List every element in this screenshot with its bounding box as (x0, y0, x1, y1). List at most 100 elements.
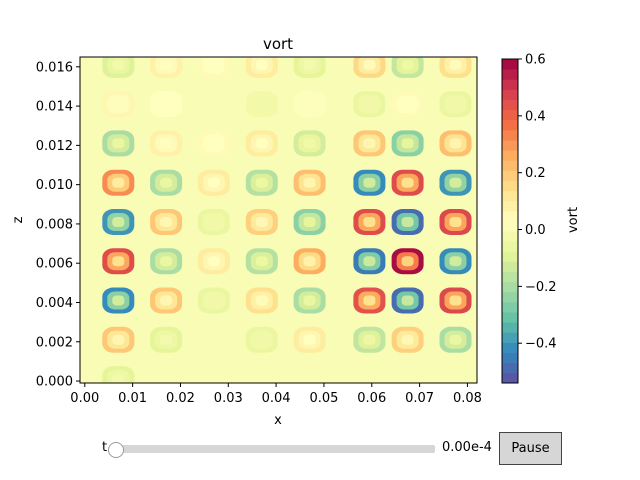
heatmap-cell (207, 177, 220, 188)
heatmap-cell (202, 57, 225, 74)
heatmap-cell (303, 59, 316, 70)
colorbar-segment (502, 281, 518, 293)
heatmap-cell (449, 217, 462, 227)
heatmap-cell (160, 59, 173, 70)
x-tick-label: 0.08 (453, 391, 482, 406)
heatmap-cell (245, 91, 278, 118)
y-tick-label: 0.006 (36, 257, 73, 272)
x-axis: 0.00 0.01 0.02 0.03 0.04 0.05 0.06 0.07 0.08 (70, 383, 482, 406)
heatmap-cell (449, 334, 462, 345)
pause-button[interactable]: Pause (499, 432, 562, 465)
x-tick-label: 0.07 (405, 391, 434, 406)
y-tick-label: 0.004 (36, 296, 73, 311)
colorbar-segment (502, 129, 518, 141)
colorbar-segment (502, 109, 518, 121)
heatmap-cell (363, 59, 376, 70)
heatmap-cell (160, 217, 173, 227)
heatmap-cell (112, 177, 125, 188)
colorbar-segment (502, 362, 518, 374)
heatmap-cell (207, 256, 220, 267)
colorbar-segment (502, 261, 518, 273)
heatmap-cell (401, 256, 414, 267)
heatmap-cell (112, 217, 125, 227)
heatmap-cells (102, 57, 472, 383)
x-tick-label: 0.03 (214, 391, 243, 406)
x-tick-label: 0.02 (166, 391, 195, 406)
colorbar-segment (502, 372, 518, 384)
colorbar-segment (502, 210, 518, 222)
heatmap-cell (363, 177, 376, 188)
heatmap-cell (202, 213, 225, 231)
heatmap-cell (449, 256, 462, 267)
time-slider-track[interactable] (115, 445, 435, 453)
x-axis-label: x (274, 413, 282, 428)
heatmap-cell (363, 256, 376, 267)
heatmap-cell (449, 59, 462, 70)
y-tick-label: 0.014 (36, 100, 73, 115)
heatmap-cell (250, 330, 273, 349)
time-slider-handle[interactable] (108, 442, 124, 458)
time-slider-value: 0.00e-4 (442, 440, 492, 455)
x-tick-label: 0.06 (357, 391, 386, 406)
heatmap-cell (363, 138, 376, 149)
heatmap-cell (401, 217, 414, 227)
heatmap-cell (293, 91, 326, 118)
heatmap-cell (401, 177, 414, 188)
heatmap-cell (107, 95, 130, 114)
x-tick-label: 0.00 (70, 391, 99, 406)
colorbar-segment (502, 79, 518, 90)
colorbar-tick-label: 0.4 (525, 109, 546, 124)
colorbar-segment (502, 221, 518, 232)
chart-title: vort (263, 35, 293, 53)
colorbar-segment (502, 140, 518, 151)
heatmap-cell (303, 217, 316, 227)
heatmap-cell (202, 291, 225, 310)
y-axis: 0.000 0.002 0.004 0.006 0.008 0.010 0.012 0.014… (36, 60, 80, 390)
heatmap-cell (303, 334, 316, 345)
x-tick-label: 0.04 (262, 391, 291, 406)
time-slider-label: t (102, 440, 108, 455)
colorbar-segment (502, 190, 518, 202)
heatmap-cell (401, 138, 414, 149)
heatmap-cell (401, 334, 414, 345)
colorbar-segment (502, 271, 518, 283)
heatmap-cell (401, 59, 414, 70)
colorbar-segment (502, 99, 518, 111)
heatmap-cell (255, 295, 268, 306)
colorbar-segment (502, 291, 518, 303)
heatmap-cell (160, 334, 173, 345)
colorbar-segment (502, 352, 518, 364)
colorbar-segment (502, 332, 518, 343)
y-tick-label: 0.000 (36, 375, 73, 390)
colorbar-segment (502, 69, 518, 80)
colorbar-segment (502, 150, 518, 161)
colorbar-segment (502, 89, 518, 100)
heatmap-cell (112, 59, 125, 70)
heatmap-cell (160, 256, 173, 267)
y-axis-label: z (11, 216, 26, 223)
heatmap-cell (358, 95, 381, 114)
heatmap-cell (255, 59, 268, 70)
heatmap-cell (449, 177, 462, 188)
colorbar-segment (502, 170, 518, 181)
heatmap-cell (396, 95, 419, 114)
colorbar-tick-label: 0.6 (525, 53, 546, 68)
heatmap-cell (363, 334, 376, 345)
colorbar-segment (502, 119, 518, 131)
heatmap-cell (255, 177, 268, 188)
heatmap-cell (255, 256, 268, 267)
x-tick-label: 0.05 (309, 391, 338, 406)
colorbar-segment (502, 231, 518, 242)
heatmap-cell (303, 256, 316, 267)
heatmap-cell (363, 295, 376, 306)
y-tick-label: 0.002 (36, 335, 73, 350)
colorbar: 0.6 0.4 0.2 0.0 −0.2 −0.4 (501, 53, 557, 384)
heatmap-cell (449, 138, 462, 149)
y-tick-label: 0.008 (36, 217, 73, 232)
y-tick-label: 0.016 (36, 60, 73, 75)
heatmap-cell (202, 134, 225, 153)
heatmap-cell (112, 295, 125, 306)
heatmap-cell (160, 295, 173, 306)
heatmap-cell (303, 138, 316, 149)
